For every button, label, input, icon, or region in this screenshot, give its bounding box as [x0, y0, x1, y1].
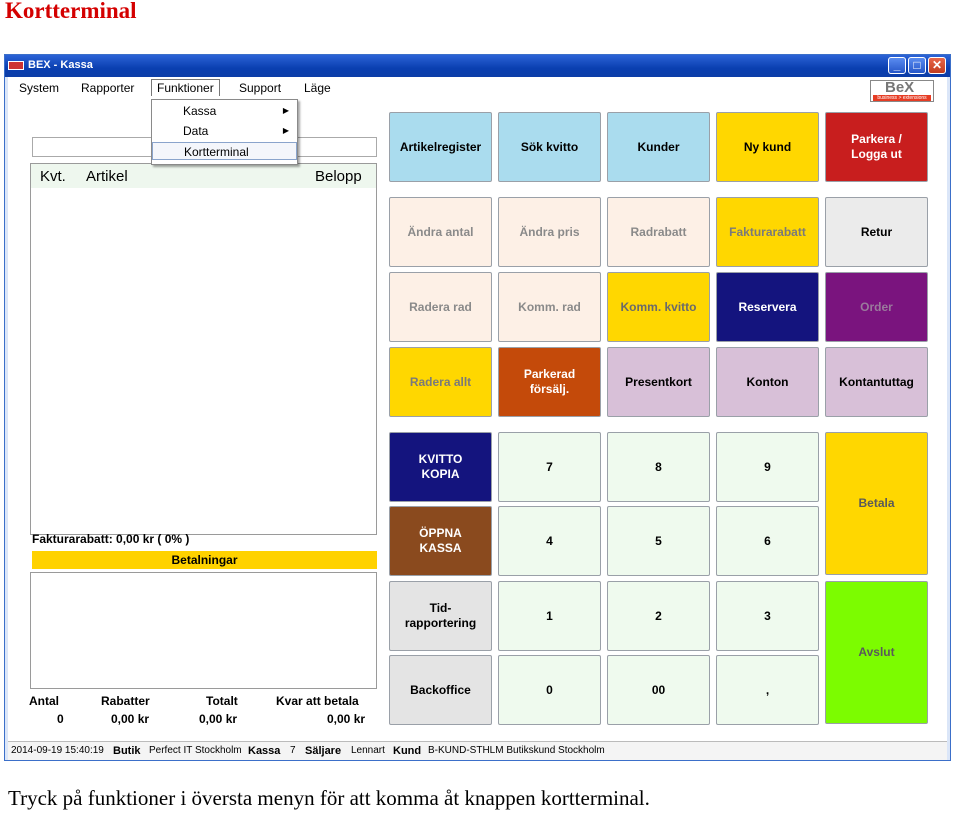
app-icon [8, 61, 24, 70]
radera-allt-button[interactable]: Radera allt [389, 347, 492, 417]
avslut-button[interactable]: Avslut [825, 581, 928, 724]
client-area: System Rapporter Funktioner Support Läge… [8, 77, 947, 760]
fakturarabatt-button[interactable]: Fakturarabatt [716, 197, 819, 267]
dropdown-item-data[interactable]: Data ▶ [152, 122, 297, 140]
menu-system[interactable]: System [19, 81, 60, 95]
komm-kvitto-button[interactable]: Komm. kvitto [607, 272, 710, 342]
window-title: BEX - Kassa [28, 59, 93, 71]
dropdown-item-kassa[interactable]: Kassa ▶ [152, 102, 297, 120]
status-butik: Perfect IT Stockholm [149, 745, 242, 756]
menu-support[interactable]: Support [239, 81, 282, 95]
totals-kvar-value: 0,00 kr [327, 712, 366, 726]
logo-tagline: business > extensions [873, 95, 931, 101]
column-belopp: Belopp [315, 168, 362, 185]
numpad-3[interactable]: 3 [716, 581, 819, 651]
menu-funktioner[interactable]: Funktioner [151, 79, 220, 96]
totals-kvar-label: Kvar att betala [276, 694, 359, 708]
radera-rad-button[interactable]: Radera rad [389, 272, 492, 342]
presentkort-button[interactable]: Presentkort [607, 347, 710, 417]
numpad-8[interactable]: 8 [607, 432, 710, 502]
column-artikel: Artikel [86, 168, 128, 185]
status-datetime: 2014-09-19 15:40:19 [11, 745, 104, 756]
minimize-button[interactable]: _ [888, 57, 906, 74]
ny-kund-button[interactable]: Ny kund [716, 112, 819, 182]
komm-rad-button[interactable]: Komm. rad [498, 272, 601, 342]
numpad-00[interactable]: 00 [607, 655, 710, 725]
payments-header: Betalningar [32, 551, 377, 569]
dropdown-item-kortterminal-label: Kortterminal [184, 145, 249, 159]
totals-totalt-value: 0,00 kr [199, 712, 238, 726]
kontantuttag-button[interactable]: Kontantuttag [825, 347, 928, 417]
bex-logo: BeX business > extensions [870, 79, 934, 102]
numpad-6[interactable]: 6 [716, 506, 819, 576]
numpad-7[interactable]: 7 [498, 432, 601, 502]
status-saljare-label: Säljare [305, 745, 342, 757]
receipt-header: Kvt. Artikel Belopp [31, 164, 376, 188]
menu-rapporter[interactable]: Rapporter [81, 81, 135, 95]
sok-kvitto-button[interactable]: Sök kvitto [498, 112, 601, 182]
retur-button[interactable]: Retur [825, 197, 928, 267]
numpad-0[interactable]: 0 [498, 655, 601, 725]
status-butik-label: Butik [113, 745, 141, 757]
numpad-2[interactable]: 2 [607, 581, 710, 651]
numpad-5[interactable]: 5 [607, 506, 710, 576]
totals-rabatter-value: 0,00 kr [111, 712, 150, 726]
numpad-1[interactable]: 1 [498, 581, 601, 651]
menu-lage[interactable]: Läge [304, 81, 331, 95]
logo-text: BeX [885, 79, 915, 96]
totals-totalt-label: Totalt [206, 694, 238, 708]
submenu-arrow-icon: ▶ [282, 106, 289, 115]
document-caption: Tryck på funktioner i översta menyn för … [8, 786, 650, 810]
andra-pris-button[interactable]: Ändra pris [498, 197, 601, 267]
numpad-4[interactable]: 4 [498, 506, 601, 576]
payments-list [30, 572, 377, 689]
close-button[interactable]: ✕ [928, 57, 946, 74]
tidrapportering-button[interactable]: Tid- rapportering [389, 581, 492, 651]
order-button[interactable]: Order [825, 272, 928, 342]
dropdown-item-data-label: Data [183, 124, 209, 138]
dropdown-item-kassa-label: Kassa [183, 104, 217, 118]
receipt-lines: Kvt. Artikel Belopp [30, 163, 377, 535]
status-kassa-label: Kassa [248, 745, 281, 757]
konton-button[interactable]: Konton [716, 347, 819, 417]
status-kassa: 7 [290, 745, 296, 756]
reservera-button[interactable]: Reservera [716, 272, 819, 342]
document-heading: Kortterminal [5, 0, 137, 23]
radrabatt-button[interactable]: Radrabatt [607, 197, 710, 267]
status-saljare: Lennart [351, 745, 385, 756]
numpad-9[interactable]: 9 [716, 432, 819, 502]
oppna-kassa-button[interactable]: ÖPPNA KASSA [389, 506, 492, 576]
column-kvt: Kvt. [40, 168, 66, 185]
backoffice-button[interactable]: Backoffice [389, 655, 492, 725]
parkerad-forsalj-button[interactable]: Parkerad försälj. [498, 347, 601, 417]
andra-antal-button[interactable]: Ändra antal [389, 197, 492, 267]
dropdown-item-kortterminal[interactable]: Kortterminal [152, 142, 297, 160]
funktioner-dropdown: Kassa ▶ Data ▶ Kortterminal [151, 99, 298, 165]
status-bar: 2014-09-19 15:40:19 Butik Perfect IT Sto… [8, 741, 947, 760]
title-bar[interactable]: BEX - Kassa _ □ ✕ [5, 55, 950, 77]
kvitto-kopia-button[interactable]: KVITTO KOPIA [389, 432, 492, 502]
totals-antal-value: 0 [57, 712, 64, 726]
betala-button[interactable]: Betala [825, 432, 928, 575]
menu-bar: System Rapporter Funktioner Support Läge… [8, 77, 947, 102]
totals-antal-label: Antal [29, 694, 59, 708]
kunder-button[interactable]: Kunder [607, 112, 710, 182]
parkera-logga-ut-button[interactable]: Parkera / Logga ut [825, 112, 928, 182]
status-kund: B-KUND-STHLM Butikskund Stockholm [428, 745, 605, 756]
maximize-button[interactable]: □ [908, 57, 926, 74]
totals-rabatter-label: Rabatter [101, 694, 150, 708]
bex-kassa-window: BEX - Kassa _ □ ✕ System Rapporter Funkt… [4, 54, 951, 761]
numpad-comma[interactable]: , [716, 655, 819, 725]
submenu-arrow-icon: ▶ [282, 126, 289, 135]
artikelregister-button[interactable]: Artikelregister [389, 112, 492, 182]
status-kund-label: Kund [393, 745, 422, 757]
fakturarabatt-info: Fakturarabatt: 0,00 kr ( 0% ) [32, 532, 190, 546]
